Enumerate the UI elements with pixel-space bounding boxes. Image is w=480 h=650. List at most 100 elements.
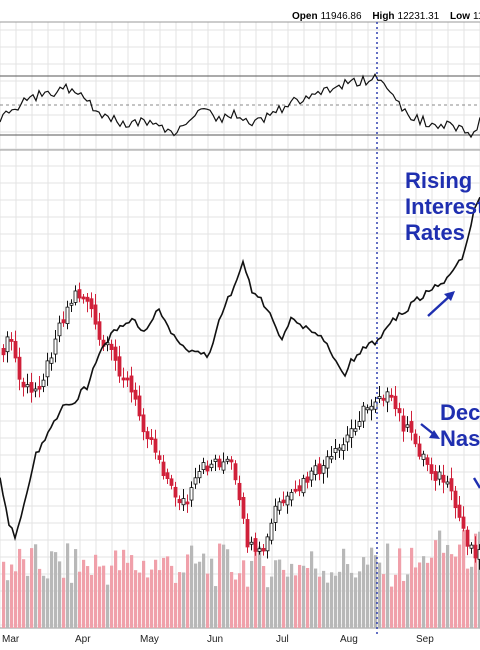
- candle-body: [389, 394, 394, 398]
- candle-body: [429, 464, 434, 474]
- volume-bar: [294, 575, 298, 628]
- volume-bar: [126, 562, 130, 628]
- low-value: 11: [473, 11, 480, 22]
- candle-body: [425, 457, 430, 465]
- volume-bar: [62, 577, 66, 628]
- candle-body: [137, 395, 142, 417]
- candle-body: [221, 461, 226, 471]
- volume-bar: [82, 559, 86, 628]
- volume-bar: [274, 560, 278, 628]
- candle-body: [461, 516, 466, 529]
- volume-bar: [202, 553, 206, 628]
- volume-bar: [354, 577, 358, 628]
- candle-body: [181, 498, 186, 506]
- volume-bar: [314, 568, 318, 628]
- volume-bar: [198, 561, 202, 628]
- candle-body: [29, 382, 34, 393]
- rising-line-1: Rising: [405, 168, 473, 193]
- candle-body: [417, 443, 422, 457]
- candle-body: [449, 478, 454, 492]
- candle-body: [125, 377, 130, 381]
- volume-bar: [226, 549, 230, 628]
- volume-bar: [466, 568, 470, 628]
- candle-body: [249, 541, 254, 545]
- candle-body: [141, 414, 146, 433]
- candle-body: [213, 458, 218, 462]
- volume-bar: [250, 560, 254, 628]
- candle-body: [57, 322, 62, 337]
- candle-body: [349, 428, 354, 438]
- open-value: 11946.86: [320, 11, 362, 22]
- volume-bar: [378, 562, 382, 628]
- volume-bar: [30, 548, 34, 628]
- oscillator-panel: [0, 73, 480, 139]
- candle-body: [53, 338, 58, 355]
- candle-body: [445, 481, 450, 485]
- volume-bar: [398, 548, 402, 628]
- volume-bar: [426, 562, 430, 628]
- volume-bar: [58, 561, 62, 628]
- high-label: High: [372, 11, 395, 22]
- volume-bar: [150, 569, 154, 628]
- candle-body: [193, 477, 198, 485]
- candle-body: [273, 505, 278, 523]
- volume-bar: [18, 548, 22, 628]
- volume-bar: [14, 571, 18, 628]
- candle-body: [85, 296, 90, 302]
- candle-body: [353, 428, 358, 432]
- candle-body: [453, 490, 458, 509]
- candle-body: [17, 356, 22, 380]
- candle-body: [261, 547, 266, 552]
- candle-body: [385, 391, 390, 403]
- candle-body: [281, 499, 286, 504]
- low-label: Low: [450, 11, 471, 22]
- volume-bar: [46, 578, 50, 628]
- volume-bar: [34, 544, 38, 628]
- candle-body: [217, 458, 222, 468]
- candle-body: [209, 463, 214, 469]
- candle-body: [157, 455, 162, 460]
- volume-bar: [98, 566, 102, 628]
- volume-bar: [394, 574, 398, 628]
- candle-body: [233, 463, 238, 481]
- volume-bar: [142, 560, 146, 628]
- candle-body: [421, 453, 426, 460]
- volume-bar: [238, 573, 242, 628]
- candle-body: [61, 319, 66, 324]
- x-label-mar: Mar: [2, 634, 20, 645]
- candle-body: [301, 478, 306, 494]
- volume-bar: [74, 549, 78, 628]
- volume-bar: [242, 560, 246, 628]
- volume-bar: [462, 530, 466, 628]
- volume-bar: [190, 545, 194, 628]
- volume-bar: [454, 556, 458, 628]
- candle-body: [277, 501, 282, 511]
- rising-annotation: Rising Interest Rates: [405, 168, 480, 246]
- candle-body: [225, 458, 230, 462]
- candle-body: [397, 408, 402, 414]
- candle-body: [33, 388, 38, 392]
- candle-body: [257, 548, 262, 552]
- candle-body: [109, 343, 114, 350]
- volume-bar: [2, 561, 6, 628]
- candle-body: [409, 421, 414, 433]
- volume-bar: [286, 576, 290, 628]
- candle-body: [113, 346, 118, 361]
- volume-bar: [418, 562, 422, 628]
- rising-line-2: Interest: [405, 194, 480, 219]
- volume-bar: [350, 572, 354, 628]
- candle-body: [433, 471, 438, 481]
- candle-body: [205, 465, 210, 472]
- interest-rate-line: [0, 196, 480, 542]
- candle-body: [13, 340, 18, 359]
- volume-bar: [282, 569, 286, 628]
- volume-bar: [234, 579, 238, 628]
- candle-body: [133, 389, 138, 400]
- volume-bar: [434, 540, 438, 628]
- volume-bar: [66, 543, 70, 628]
- volume-bar: [390, 586, 394, 628]
- candle-body: [305, 476, 310, 483]
- candle-body: [21, 381, 26, 388]
- volume-bar: [42, 575, 46, 628]
